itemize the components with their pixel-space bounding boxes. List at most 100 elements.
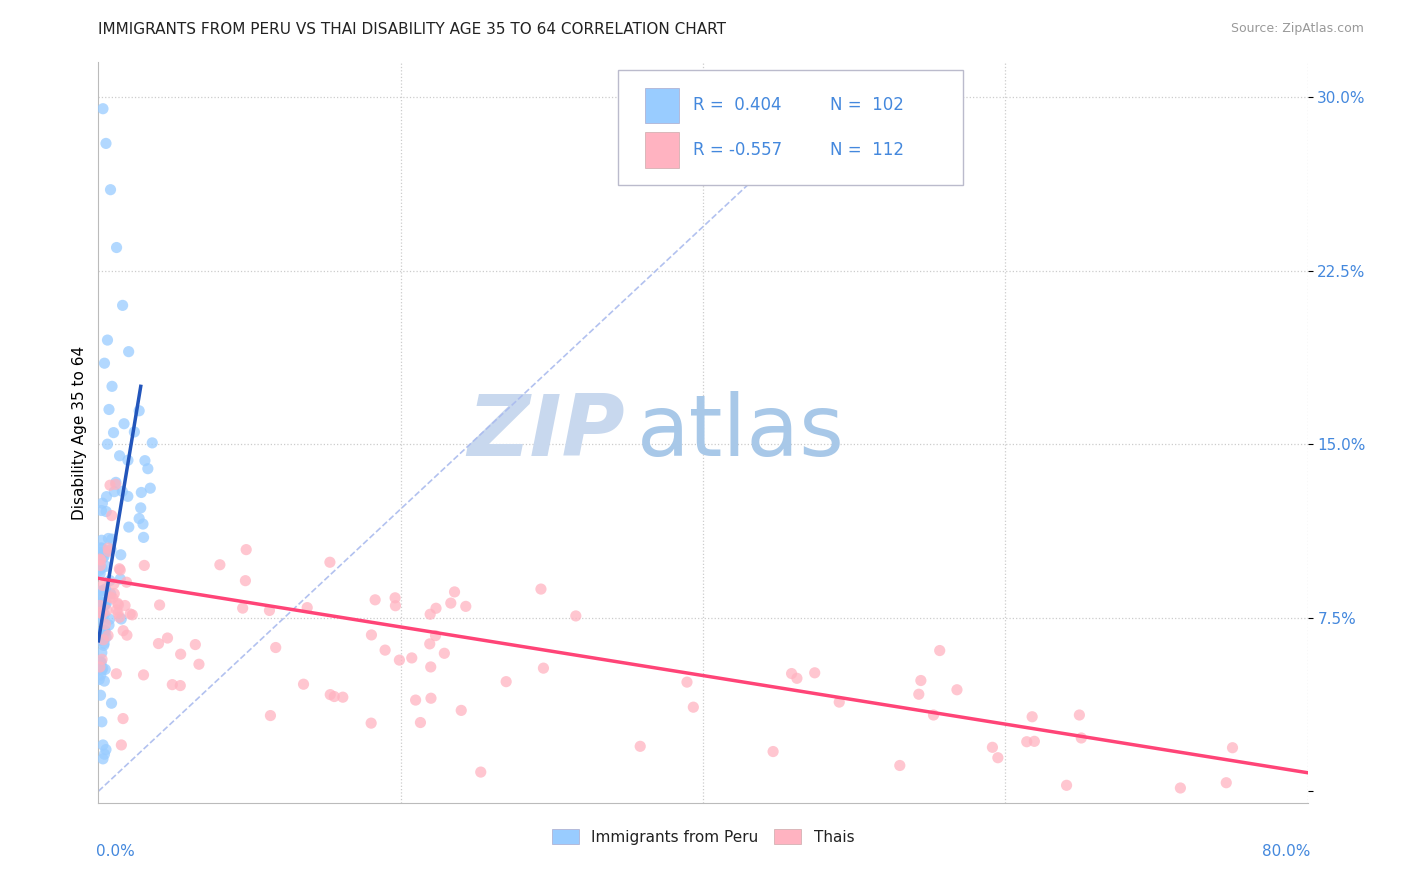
Point [91, 661, 114, 675]
Point [89, 595, 111, 609]
Point [91, 632, 114, 646]
Point [114, 599, 136, 613]
Point [922, 708, 945, 723]
Point [112, 712, 135, 726]
Point [96, 596, 118, 610]
Point [419, 637, 441, 651]
Point [91, 738, 114, 752]
Point [121, 607, 143, 622]
Point [360, 628, 382, 642]
Point [93, 638, 115, 652]
Point [136, 461, 159, 475]
Point [93, 623, 115, 637]
Point [156, 631, 179, 645]
Point [409, 715, 432, 730]
Point [110, 738, 132, 752]
Point [112, 417, 135, 431]
Point [118, 520, 141, 534]
Point [89, 660, 111, 674]
Point [90, 600, 112, 615]
Point [889, 758, 911, 772]
Point [319, 555, 342, 569]
Point [828, 695, 851, 709]
Point [91, 589, 114, 603]
Point [232, 601, 254, 615]
Point [1215, 775, 1237, 789]
Point [90, 663, 112, 677]
Text: N =  102: N = 102 [830, 96, 904, 114]
Point [425, 601, 447, 615]
Point [420, 691, 443, 706]
Text: 0.0%: 0.0% [96, 844, 135, 858]
Point [91, 652, 114, 666]
Point [90, 583, 112, 598]
Point [425, 629, 447, 643]
Point [91, 578, 114, 592]
Point [124, 425, 146, 439]
Point [97, 628, 120, 642]
Point [91, 541, 114, 556]
Point [103, 484, 125, 499]
Point [108, 610, 131, 624]
Point [419, 607, 441, 622]
Point [443, 585, 465, 599]
Point [91, 496, 114, 510]
Point [419, 660, 441, 674]
Point [103, 577, 125, 591]
Point [235, 542, 257, 557]
Point [108, 449, 131, 463]
Point [169, 679, 191, 693]
Point [89, 657, 111, 671]
Point [786, 671, 808, 685]
Point [90, 629, 112, 643]
Point [89, 558, 111, 573]
Point [264, 640, 287, 655]
Point [128, 404, 150, 418]
Point [117, 453, 139, 467]
Point [98, 618, 121, 632]
Point [1024, 734, 1046, 748]
Point [97, 541, 120, 555]
Point [259, 708, 281, 723]
Point [946, 682, 969, 697]
Point [104, 475, 127, 490]
Point [364, 592, 387, 607]
Point [90, 553, 112, 567]
Point [374, 643, 396, 657]
Point [169, 647, 191, 661]
Point [93, 596, 115, 610]
Point [96, 437, 118, 451]
Point [111, 298, 134, 312]
Point [103, 425, 125, 440]
Point [628, 739, 651, 754]
Text: R = -0.557: R = -0.557 [693, 141, 783, 159]
Point [388, 653, 411, 667]
Point [134, 558, 156, 573]
Point [93, 747, 115, 762]
Point [94, 545, 117, 559]
Point [91, 624, 114, 638]
Point [96, 333, 118, 347]
Point [110, 548, 132, 562]
Point [1021, 710, 1043, 724]
Point [120, 607, 142, 621]
Point [495, 674, 517, 689]
Point [100, 508, 122, 523]
Point [98, 612, 121, 626]
Point [188, 657, 211, 672]
Point [96, 603, 118, 617]
Point [101, 379, 124, 393]
Point [259, 603, 281, 617]
Point [91, 550, 114, 565]
Point [132, 530, 155, 544]
Point [565, 609, 588, 624]
Point [1070, 731, 1092, 745]
Point [90, 668, 112, 682]
Point [1222, 740, 1244, 755]
Point [93, 549, 115, 564]
Point [91, 102, 114, 116]
Point [93, 598, 115, 612]
Y-axis label: Disability Age 35 to 64: Disability Age 35 to 64 [72, 345, 87, 520]
Point [928, 643, 950, 657]
FancyBboxPatch shape [645, 87, 679, 123]
